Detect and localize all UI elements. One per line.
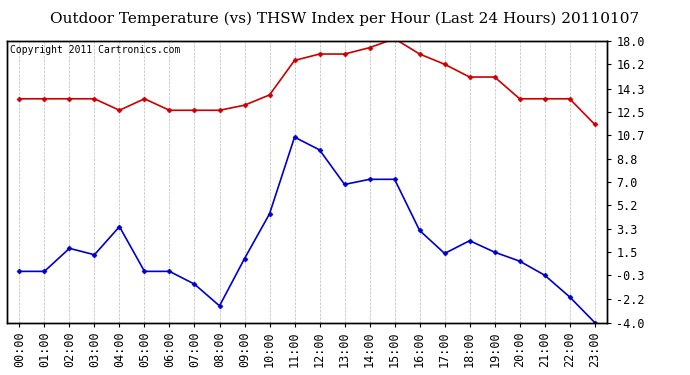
Text: Copyright 2011 Cartronics.com: Copyright 2011 Cartronics.com [10,45,180,56]
Text: Outdoor Temperature (vs) THSW Index per Hour (Last 24 Hours) 20110107: Outdoor Temperature (vs) THSW Index per … [50,11,640,26]
